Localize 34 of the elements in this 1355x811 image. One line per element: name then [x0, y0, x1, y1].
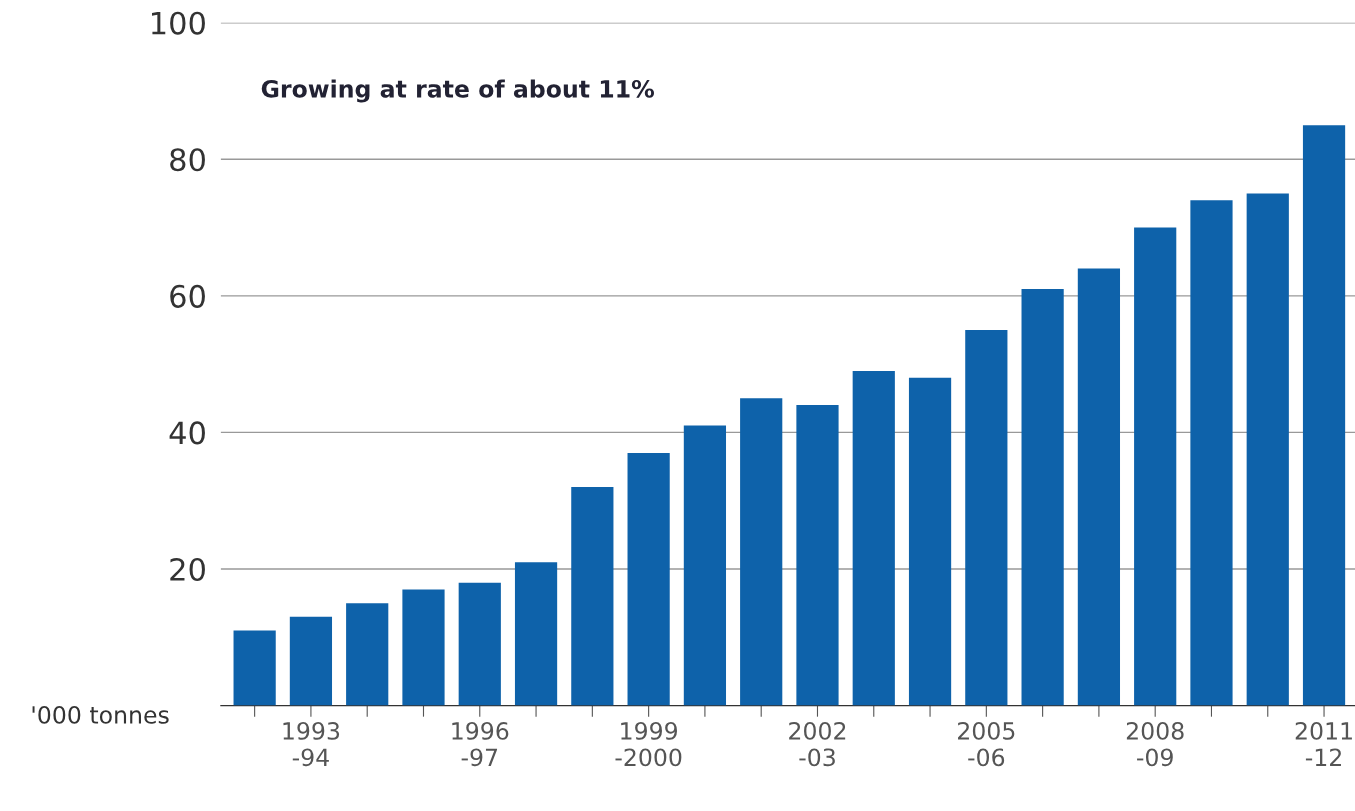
- bar: [1021, 289, 1064, 706]
- bar: [1302, 125, 1346, 706]
- y-axis-title: '000 tonnes: [32, 705, 169, 724]
- x-tick-label: 1999 -2000: [615, 721, 682, 767]
- x-tick-label: 1993 -94: [283, 721, 340, 767]
- bar: [571, 487, 614, 706]
- bar: [1077, 268, 1121, 706]
- bar: [1190, 200, 1233, 706]
- bar: [346, 603, 389, 706]
- y-tick-label: 80: [170, 148, 205, 172]
- bar: [514, 562, 558, 706]
- annotation: Growing at rate of about 11%: [261, 79, 655, 103]
- bar: [965, 330, 1008, 706]
- y-tick-label: 40: [169, 421, 205, 445]
- bar: [740, 398, 783, 706]
- bar: [233, 630, 276, 706]
- bar: [627, 452, 670, 706]
- bar: [796, 405, 839, 706]
- bar: [683, 425, 727, 706]
- bar: [289, 616, 333, 706]
- bar: [908, 377, 952, 706]
- bar: [852, 370, 895, 706]
- bar: [1246, 193, 1289, 706]
- y-tick-label: 20: [170, 557, 205, 582]
- bar: [458, 582, 501, 706]
- bar: [1134, 227, 1177, 706]
- bar: [402, 589, 445, 706]
- x-tick-label: 2008 -09: [1126, 721, 1184, 767]
- x-tick-label: 2011 -12: [1295, 721, 1352, 766]
- x-tick-label: 2002 -03: [789, 721, 846, 767]
- y-tick-label: 100: [152, 11, 205, 35]
- y-tick-label: 60: [170, 284, 205, 308]
- x-tick-label: 1996 -97: [452, 721, 509, 767]
- x-tick-label: 2005 -06: [958, 721, 1015, 767]
